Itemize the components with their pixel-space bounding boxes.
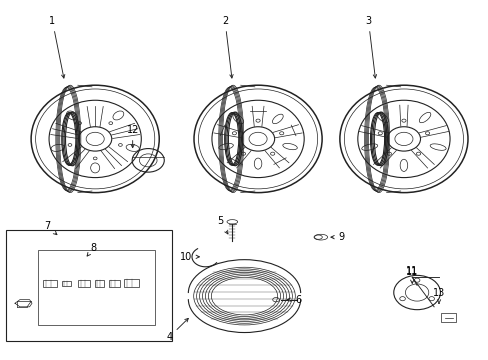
Text: 11: 11 [406, 266, 418, 283]
Text: 10: 10 [180, 252, 199, 262]
Text: 11: 11 [406, 267, 418, 277]
Bar [109, 280, 120, 287]
Text: 3: 3 [365, 16, 376, 78]
Bar [6, 230, 171, 341]
Text: 5: 5 [217, 216, 227, 234]
Text: 6: 6 [286, 295, 301, 305]
Bar [440, 313, 455, 322]
Text: 1: 1 [49, 16, 65, 78]
Text: 7: 7 [44, 221, 57, 235]
Bar [123, 279, 138, 287]
Bar [78, 280, 90, 287]
Text: 9: 9 [330, 232, 344, 242]
Bar [38, 249, 154, 325]
Text: 8: 8 [87, 243, 97, 256]
Text: 4: 4 [166, 318, 188, 342]
Text: 13: 13 [432, 288, 444, 303]
Text: 2: 2 [222, 16, 233, 78]
Text: 12: 12 [126, 125, 139, 148]
Bar [62, 281, 71, 286]
Bar [95, 280, 104, 287]
Bar [42, 280, 57, 287]
